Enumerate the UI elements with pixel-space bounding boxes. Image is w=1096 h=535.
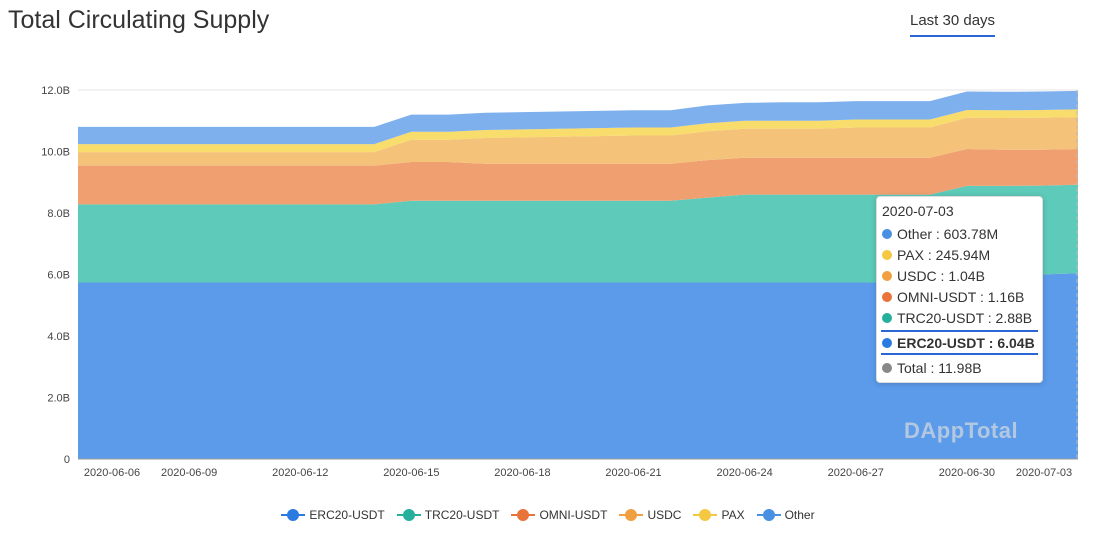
area-usdc (78, 117, 1078, 166)
legend-line-circle-icon (281, 508, 306, 522)
page-title: Total Circulating Supply (8, 6, 270, 34)
tooltip-row-label: OMNI-USDT : 1.16B (897, 288, 1025, 305)
x-tick-label: 2020-06-27 (828, 467, 884, 479)
x-tick-label: 2020-06-18 (494, 467, 550, 479)
legend-item-trc20-usdt[interactable]: TRC20-USDT (396, 508, 500, 522)
tooltip-row-label: ERC20-USDT : 6.04B (897, 334, 1035, 351)
y-tick-label: 0 (64, 454, 70, 466)
tooltip-row-label: PAX : 245.94M (897, 246, 991, 263)
x-tick-label: 2020-07-03 (1016, 467, 1072, 479)
y-tick-label: 4.0B (47, 331, 70, 343)
legend-item-omni-usdt[interactable]: OMNI-USDT (511, 508, 607, 522)
legend-label: USDC (647, 508, 682, 522)
chart-legend: ERC20-USDT TRC20-USDT OMNI-USDT USDC PAX Othe… (0, 508, 1096, 525)
x-tick-label: 2020-06-21 (605, 467, 661, 479)
legend-item-pax[interactable]: PAX (693, 508, 745, 522)
x-tick-label: 2020-06-30 (939, 467, 995, 479)
area-other (78, 90, 1078, 145)
x-tick-label: 2020-06-12 (272, 467, 328, 479)
legend-label: Other (784, 508, 815, 522)
series-dot-icon (882, 270, 892, 281)
area-trc20-usdt (78, 184, 1078, 283)
tooltip-row: PAX : 245.94M (877, 244, 1042, 265)
legend-label: ERC20-USDT (309, 508, 385, 522)
legend-label: PAX (721, 508, 745, 522)
legend-line-circle-icon (396, 508, 421, 522)
legend-line-circle-icon (511, 508, 536, 522)
area-erc20-usdt (78, 273, 1078, 459)
tooltip-row-label: Total : 11.98B (897, 359, 982, 376)
tooltip-date: 2020-07-03 (882, 203, 954, 219)
series-dot-icon (882, 312, 892, 323)
tooltip-row: Other : 603.78M (877, 223, 1042, 244)
tooltip-row: ERC20-USDT : 6.04B (881, 330, 1038, 355)
x-tick-label: 2020-06-09 (161, 467, 217, 479)
y-tick-label: 8.0B (47, 208, 70, 220)
series-dot-icon (882, 362, 892, 373)
y-tick-label: 2.0B (47, 393, 70, 405)
series-dot-icon (882, 249, 892, 260)
x-tick-label: 2020-06-24 (717, 467, 773, 479)
area-omni-usdt (78, 149, 1078, 205)
tooltip-row-label: USDC : 1.04B (897, 267, 985, 284)
legend-label: TRC20-USDT (424, 508, 500, 522)
tooltip-row: TRC20-USDT : 2.88B (877, 307, 1042, 328)
y-tick-label: 6.0B (47, 270, 70, 282)
tooltip-row: OMNI-USDT : 1.16B (877, 286, 1042, 307)
legend-line-circle-icon (756, 508, 781, 522)
legend-label: OMNI-USDT (539, 508, 608, 522)
series-dot-icon (882, 291, 892, 302)
legend-line-circle-icon (693, 508, 718, 522)
y-tick-label: 12.0B (41, 85, 70, 97)
watermark-logo: DAppTotal (904, 418, 1019, 443)
area-pax (78, 109, 1078, 153)
legend-item-erc20-usdt[interactable]: ERC20-USDT (281, 508, 385, 522)
series-dot-icon (882, 337, 892, 348)
chart-tooltip: 2020-07-03 Other : 603.78M PAX : 245.94M U… (876, 196, 1043, 383)
tooltip-row: USDC : 1.04B (877, 265, 1042, 286)
legend-item-other[interactable]: Other (756, 508, 815, 522)
legend-line-circle-icon (619, 508, 644, 522)
legend-item-usdc[interactable]: USDC (619, 508, 681, 522)
tooltip-row-label: TRC20-USDT : 2.88B (897, 309, 1033, 326)
x-tick-label: 2020-06-15 (383, 467, 439, 479)
tooltip-row-label: Other : 603.78M (897, 225, 999, 242)
y-tick-label: 10.0B (41, 147, 70, 159)
date-range-tab[interactable]: Last 30 days (910, 12, 996, 37)
series-dot-icon (882, 228, 892, 239)
x-tick-label: 2020-06-06 (84, 467, 140, 479)
tooltip-row: Total : 11.98B (877, 357, 1042, 378)
